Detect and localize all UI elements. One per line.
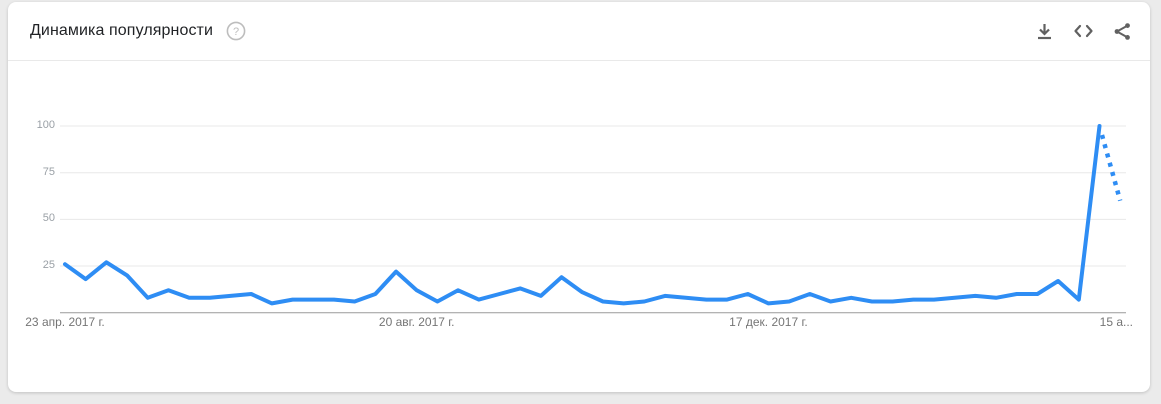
share-button[interactable] [1110,19,1134,43]
question-mark-circle-icon: ? [226,21,246,41]
x-tick-label: 15 а... [1099,315,1133,329]
download-icon [1037,23,1051,39]
widget-header: Динамика популярности ? [8,2,1150,61]
line-chart[interactable]: 25 50 75 100 23 апр. 2017 г. 20 авг. 2017 г. 1… [8,61,1150,392]
help-icon[interactable]: ? [226,21,246,41]
trend-line-dotted [1099,134,1123,202]
trend-line [63,124,1102,306]
x-tick-label: 23 апр. 2017 г. [25,315,105,329]
embed-code-button[interactable] [1071,19,1095,43]
share-icon [1114,22,1130,40]
y-tick-label: 75 [42,165,55,178]
x-tick-label: 20 авг. 2017 г. [378,315,455,329]
embed-code-icon [1073,24,1093,38]
trends-widget-card: Динамика популярности ? [8,2,1150,392]
y-tick-label: 50 [42,212,55,225]
x-tick-label: 17 дек. 2017 г. [729,315,808,329]
widget-title: Динамика популярности [30,22,214,39]
y-tick-label: 100 [36,119,55,132]
svg-text:?: ? [233,26,239,38]
chart-plot [60,124,1126,314]
y-tick-label: 25 [42,259,55,272]
download-button[interactable] [1032,19,1056,43]
